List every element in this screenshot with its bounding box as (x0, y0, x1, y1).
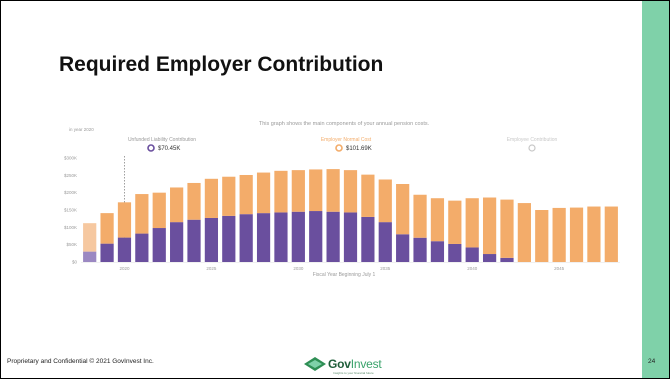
bar-normal-cost-2046[interactable] (569, 207, 584, 262)
bar-normal-cost-2035[interactable] (378, 179, 392, 223)
logo-diamond-icon (304, 357, 326, 371)
bar-normal-cost-2040[interactable] (465, 198, 479, 248)
bar-normal-cost-2030[interactable] (291, 170, 305, 212)
bar-normal-cost-2048[interactable] (604, 206, 618, 262)
bar-unfunded-2037[interactable] (413, 237, 427, 262)
bar-unfunded-2020[interactable] (117, 237, 132, 262)
bar-unfunded-2031[interactable] (309, 211, 323, 262)
bar-unfunded-2021[interactable] (135, 233, 149, 262)
x-tick-label: 2045 (554, 266, 565, 271)
chart-legend: Unfunded Liability Contribution $70.45K … (128, 137, 558, 152)
bar-unfunded-2032[interactable] (326, 211, 340, 262)
bar-unfunded-2034[interactable] (361, 216, 375, 262)
bar-normal-cost-2032[interactable] (326, 169, 340, 212)
bar-normal-cost-2039[interactable] (448, 200, 462, 244)
chart: This graph shows the main components of … (64, 121, 620, 278)
bar-normal-cost-2033[interactable] (343, 170, 358, 213)
legend-item-normal-cost[interactable]: Employer Normal Cost $101.69K (321, 137, 372, 152)
legend-label-normal-cost: Employer Normal Cost (321, 137, 372, 143)
bar-normal-cost-2031[interactable] (309, 169, 323, 212)
bar-normal-cost-2018[interactable] (83, 223, 97, 252)
legend-marker-unfunded (147, 144, 155, 152)
bar-unfunded-2040[interactable] (465, 247, 479, 262)
bar-unfunded-2022[interactable] (152, 228, 166, 262)
bar-unfunded-2029[interactable] (274, 212, 288, 262)
bar-normal-cost-2041[interactable] (482, 197, 497, 255)
page-number: 24 (648, 358, 656, 365)
bar-normal-cost-2044[interactable] (535, 210, 549, 262)
logo-tagline: Insights to your financial future (333, 371, 374, 375)
bar-normal-cost-2022[interactable] (152, 192, 166, 229)
y-axis: $0 $50K $100K $150K $200K $250K $300K (64, 156, 78, 265)
bar-unfunded-2028[interactable] (256, 213, 271, 262)
bar-unfunded-2026[interactable] (222, 215, 236, 262)
bar-unfunded-2024[interactable] (187, 219, 201, 262)
bar-unfunded-2036[interactable] (396, 234, 410, 262)
logo-text-gov: Gov (328, 357, 351, 371)
x-tick-label: 2040 (467, 266, 478, 271)
bar-unfunded-2041[interactable] (482, 254, 497, 262)
legend-item-unfunded[interactable]: Unfunded Liability Contribution $70.45K (128, 137, 196, 152)
bar-unfunded-2025[interactable] (204, 217, 219, 262)
bar-normal-cost-2045[interactable] (552, 207, 566, 262)
x-tick-label: 2025 (206, 266, 217, 271)
bar-normal-cost-2036[interactable] (396, 184, 410, 235)
legend-label-unfunded: Unfunded Liability Contribution (128, 137, 196, 143)
legend-marker-normal-cost (335, 144, 343, 152)
bar-normal-cost-2021[interactable] (135, 194, 149, 234)
bar-unfunded-2038[interactable] (430, 241, 445, 262)
bar-normal-cost-2020[interactable] (117, 202, 132, 238)
bar-unfunded-2035[interactable] (378, 222, 392, 262)
bar-unfunded-2033[interactable] (343, 212, 358, 262)
bar-unfunded-2018[interactable] (83, 251, 97, 262)
bar-normal-cost-2025[interactable] (204, 178, 219, 218)
y-tick-label: $0 (72, 260, 78, 265)
legend-value-normal-cost: $101.69K (346, 146, 372, 152)
bar-unfunded-2030[interactable] (291, 211, 305, 262)
bar-normal-cost-2023[interactable] (170, 187, 184, 223)
y-tick-label: $300K (64, 156, 77, 161)
x-axis: 2020 2025 2030 2035 2040 2045 (81, 262, 620, 271)
bar-normal-cost-2029[interactable] (274, 170, 288, 213)
bar-normal-cost-2047[interactable] (587, 206, 601, 262)
bar-normal-cost-2024[interactable] (187, 182, 201, 220)
bar-normal-cost-2019[interactable] (100, 213, 114, 244)
x-axis-label: Fiscal Year Beginning July 1 (313, 272, 376, 278)
bar-unfunded-2039[interactable] (448, 243, 462, 262)
legend-value-unfunded: $70.45K (158, 146, 180, 152)
x-tick-label: 2030 (293, 266, 304, 271)
bar-unfunded-2042[interactable] (500, 257, 514, 262)
bar-unfunded-2027[interactable] (239, 214, 253, 262)
x-tick-label: 2020 (119, 266, 130, 271)
bar-normal-cost-2043[interactable] (517, 203, 531, 262)
logo-wordmark: GovInvest (328, 357, 382, 371)
bar-normal-cost-2034[interactable] (361, 174, 375, 217)
legend-label-employee: Employee Contribution (507, 137, 558, 143)
footer-text: Proprietary and Confidential © 2021 GovI… (7, 358, 154, 365)
y-tick-label: $250K (64, 173, 77, 178)
bar-normal-cost-2026[interactable] (222, 176, 236, 216)
y-tick-label: $150K (64, 208, 77, 213)
bar-normal-cost-2038[interactable] (430, 198, 445, 242)
chart-subtitle: This graph shows the main components of … (259, 121, 430, 127)
y-tick-label: $50K (66, 242, 77, 247)
bar-unfunded-2019[interactable] (100, 243, 114, 262)
slide-title: Required Employer Contribution (59, 53, 384, 76)
bar-normal-cost-2027[interactable] (239, 174, 253, 215)
govinvest-logo: GovInvest (304, 355, 382, 373)
x-tick-label: 2035 (380, 266, 391, 271)
bar-normal-cost-2042[interactable] (500, 199, 514, 258)
bars (83, 156, 618, 262)
y-tick-label: $200K (64, 190, 77, 195)
legend-item-employee[interactable]: Employee Contribution (507, 137, 558, 152)
bar-normal-cost-2037[interactable] (413, 194, 427, 238)
bar-normal-cost-2028[interactable] (256, 172, 271, 214)
chart-year-label: in year 2020 (69, 127, 94, 132)
accent-sidebar (642, 1, 669, 378)
bar-unfunded-2023[interactable] (170, 222, 184, 262)
legend-marker-employee (528, 144, 536, 152)
y-tick-label: $100K (64, 225, 77, 230)
logo-text-invest: Invest (350, 357, 382, 371)
